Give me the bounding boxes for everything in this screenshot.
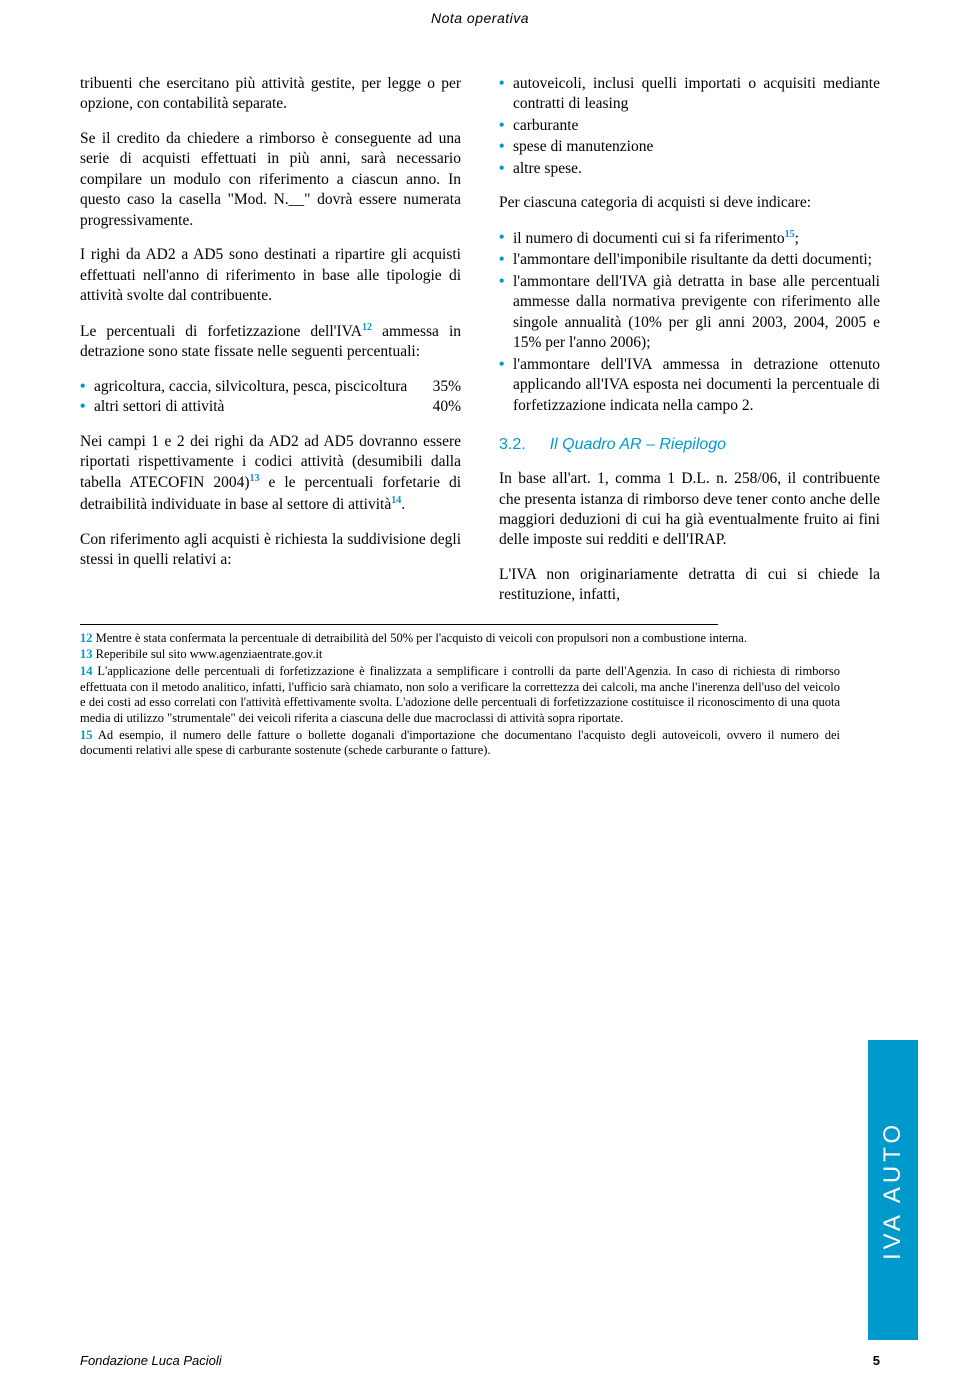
footnote: 13 Reperibile sul sito www.agenziaentrat… (80, 647, 840, 663)
side-tab: IVA AUTO (868, 1040, 918, 1340)
list-item: il numero di documenti cui si fa riferim… (499, 228, 880, 250)
percentage-list: agricoltura, caccia, silvicoltura, pesca… (80, 377, 461, 418)
footnote: 15 Ad esempio, il numero delle fatture o… (80, 728, 840, 759)
section-title: Il Quadro AR – Riepilogo (550, 434, 726, 455)
page-header: Nota operativa (0, 0, 960, 34)
list-item: autoveicoli, inclusi quelli importati o … (499, 74, 880, 115)
para: Se il credito da chiedere a rimborso è c… (80, 129, 461, 231)
list-item: agricoltura, caccia, silvicoltura, pesca… (80, 377, 461, 397)
footnote-ref: 13 (250, 473, 260, 484)
list-item: l'ammontare dell'IVA già detratta in bas… (499, 272, 880, 354)
footnote-ref: 14 (391, 495, 401, 506)
top-bullet-list: autoveicoli, inclusi quelli importati o … (499, 74, 880, 179)
footnote: 12 Mentre è stata confermata la percentu… (80, 631, 840, 647)
footnote-rule (80, 624, 718, 625)
para: I righi da AD2 a AD5 sono destinati a ri… (80, 245, 461, 306)
para: In base all'art. 1, comma 1 D.L. n. 258/… (499, 469, 880, 551)
header-title: Nota operativa (431, 10, 529, 26)
page-number: 5 (873, 1353, 880, 1368)
para: Le percentuali di forfetizzazione dell'I… (80, 321, 461, 363)
footnote-ref: 15 (785, 229, 795, 240)
list-item: l'ammontare dell'imponibile risultante d… (499, 250, 880, 270)
left-column: tribuenti che esercitano più attività ge… (80, 74, 461, 606)
para: Con riferimento agli acquisti è richiest… (80, 530, 461, 571)
footer-left: Fondazione Luca Pacioli (80, 1353, 222, 1368)
page-footer: Fondazione Luca Pacioli 5 (80, 1353, 880, 1368)
footnote-ref: 12 (362, 322, 372, 333)
para: Per ciascuna categoria di acquisti si de… (499, 193, 880, 213)
side-tab-label: IVA AUTO (879, 1120, 907, 1259)
section-number: 3.2. (499, 434, 526, 455)
para: Nei campi 1 e 2 dei righi da AD2 ad AD5 … (80, 432, 461, 516)
para: tribuenti che esercitano più attività ge… (80, 74, 461, 115)
list-item: altri settori di attività 40% (80, 397, 461, 417)
footnotes-block: 12 Mentre è stata confermata la percentu… (0, 624, 960, 759)
footnote: 14 L'applicazione delle percentuali di f… (80, 664, 840, 727)
indicate-list: il numero di documenti cui si fa riferim… (499, 228, 880, 416)
para: L'IVA non originariamente detratta di cu… (499, 565, 880, 606)
list-item: spese di manutenzione (499, 137, 880, 157)
list-item: carburante (499, 116, 880, 136)
section-heading: 3.2. Il Quadro AR – Riepilogo (499, 434, 880, 455)
list-item: l'ammontare dell'IVA ammessa in detrazio… (499, 355, 880, 416)
content-area: tribuenti che esercitano più attività ge… (0, 34, 960, 616)
list-item: altre spese. (499, 159, 880, 179)
right-column: autoveicoli, inclusi quelli importati o … (499, 74, 880, 606)
